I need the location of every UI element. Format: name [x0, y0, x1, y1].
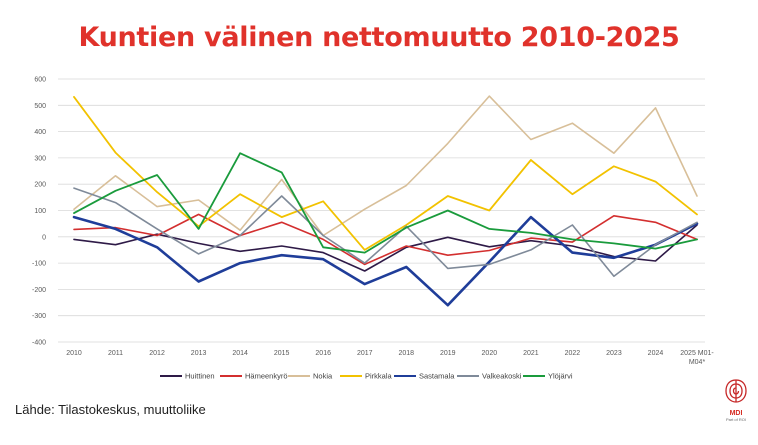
legend-label: Ylöjärvi [548, 372, 573, 381]
x-tick-label: 2022 [565, 350, 581, 357]
series-line-pirkkala [73, 96, 698, 251]
y-tick-label: -300 [32, 313, 46, 320]
x-tick-label: 2011 [108, 350, 123, 357]
legend: Huittinen Hämeenkyrö Nokia Pirkkala Sastamal… [160, 372, 573, 381]
y-tick-label: -400 [32, 340, 46, 347]
x-tick-label: 2023 [606, 350, 622, 357]
x-tick-label: 2010 [66, 350, 82, 357]
x-tick-label: 2025 M01- [680, 350, 714, 357]
y-tick-label: 300 [34, 155, 46, 162]
y-axis-ticks: 600 500 400 300 200 100 0 -100 -200 -300 -400 [32, 77, 46, 347]
x-tick-label: 2012 [149, 350, 165, 357]
x-tick-label: 2018 [398, 350, 414, 357]
series-lines [72, 95, 699, 307]
gridlines [58, 78, 705, 343]
y-tick-label: 0 [42, 234, 46, 241]
logo-subtext: Part of ROI [725, 417, 746, 422]
x-axis-ticks: 2010 2011 2012 2013 2014 2015 2016 2017 2018 2019… [66, 350, 714, 366]
x-tick-label: 2017 [357, 350, 373, 357]
y-tick-label: 200 [34, 182, 46, 189]
y-tick-label: 500 [34, 103, 46, 110]
series-line-sastamala [72, 215, 699, 307]
y-tick-label: 400 [34, 129, 46, 136]
x-tick-label: 2020 [482, 350, 498, 357]
fingerprint-icon [725, 379, 747, 403]
y-tick-label: -100 [32, 261, 46, 268]
legend-label: Valkeakoski [482, 372, 522, 381]
x-tick-label: 2015 [274, 350, 290, 357]
y-tick-label: 100 [34, 208, 46, 215]
y-tick-label: -200 [32, 287, 46, 294]
x-tick-label: 2019 [440, 350, 456, 357]
legend-label: Sastamala [419, 372, 455, 381]
series-line-ylöjärvi [73, 152, 698, 254]
series-line-valkeakoski [73, 187, 698, 278]
x-tick-label: 2014 [232, 350, 248, 357]
x-tick-label: 2021 [523, 350, 539, 357]
logo-text: MDI [729, 410, 743, 417]
chart-title: Kuntien välinen nettomuutto 2010-2025 [78, 22, 680, 53]
x-tick-label: 2013 [191, 350, 207, 357]
source-note: Lähde: Tilastokeskus, muuttoliike [15, 402, 206, 417]
x-tick-label: 2024 [648, 350, 664, 357]
legend-label: Pirkkala [365, 372, 393, 381]
series-line-nokia [73, 95, 698, 237]
series-line-hämeenkyrö [73, 213, 698, 266]
y-tick-label: 600 [34, 77, 46, 84]
mdi-logo: MDI Part of ROI [721, 378, 751, 430]
legend-label: Huittinen [185, 372, 215, 381]
x-tick-label: 2016 [315, 350, 331, 357]
x-tick-label-line2: M04* [689, 359, 706, 366]
legend-label: Nokia [313, 372, 333, 381]
legend-label: Hämeenkyrö [245, 372, 288, 381]
